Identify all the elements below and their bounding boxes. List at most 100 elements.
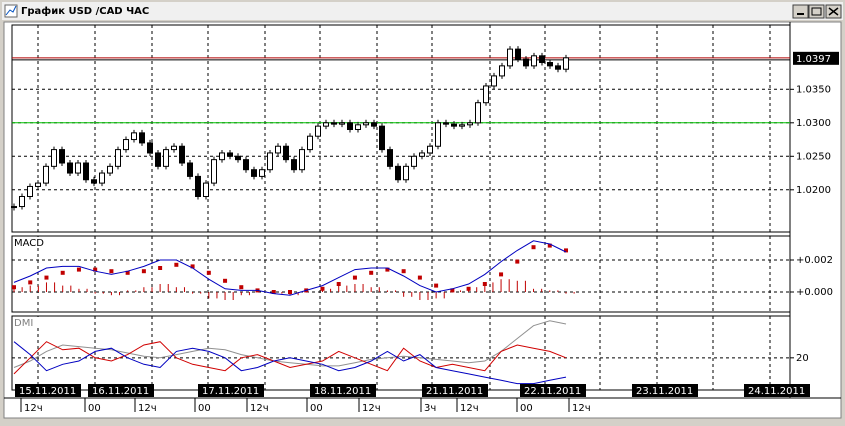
candle <box>35 182 41 187</box>
signal-dot <box>239 285 244 290</box>
candle <box>387 149 393 167</box>
candle <box>155 152 161 167</box>
candle <box>411 155 417 167</box>
hour-label: 00 <box>198 403 211 414</box>
candle <box>563 57 569 70</box>
indicator-line <box>13 240 567 296</box>
y-tick-label: 1.0200 <box>796 185 831 196</box>
candle <box>123 139 129 151</box>
candle <box>363 122 369 126</box>
candle <box>75 162 81 174</box>
candle <box>179 145 185 164</box>
panel-frame <box>11 24 791 233</box>
candle <box>355 124 361 131</box>
indicator-line <box>13 341 567 385</box>
candle <box>491 75 497 87</box>
candle <box>419 152 425 157</box>
signal-dot <box>223 278 228 283</box>
hour-label: 00 <box>88 403 101 414</box>
close-icon <box>828 7 839 16</box>
candle <box>219 152 225 161</box>
candle <box>251 169 257 177</box>
candle <box>443 122 449 125</box>
maximize-button[interactable] <box>808 4 825 19</box>
candle <box>211 159 217 184</box>
candle <box>523 58 529 67</box>
signal-dot <box>369 270 374 275</box>
candle <box>403 165 409 181</box>
candle <box>243 159 249 171</box>
candle <box>139 132 145 144</box>
panel-name: DMI <box>14 318 33 329</box>
date-box <box>310 384 376 397</box>
candle <box>163 149 169 167</box>
window-buttons[interactable] <box>792 4 842 19</box>
candle <box>283 145 289 161</box>
candle <box>555 65 561 70</box>
date-label: 22.11.2011 <box>524 386 581 397</box>
candle <box>515 48 521 60</box>
signal-dot <box>206 270 211 275</box>
date-label: 24.11.2011 <box>748 386 805 397</box>
signal-dot <box>336 282 341 286</box>
hour-label: 00 <box>520 403 533 414</box>
candle <box>59 149 65 164</box>
date-label: 23.11.2011 <box>636 386 693 397</box>
candle <box>323 122 329 127</box>
candle <box>459 124 465 127</box>
candle <box>539 55 545 64</box>
signal-dot <box>190 264 195 269</box>
candle <box>19 195 25 208</box>
signal-dot <box>174 262 179 267</box>
candle <box>347 122 353 131</box>
hour-label: 00 <box>310 403 323 414</box>
candle <box>451 123 457 127</box>
candle <box>475 102 481 124</box>
signal-dot <box>320 286 325 291</box>
panel-name-bg <box>13 237 47 248</box>
candle <box>107 165 113 174</box>
candle <box>83 162 89 181</box>
signal-dot <box>271 290 276 294</box>
minimize-button[interactable] <box>792 4 809 19</box>
candle <box>547 62 553 67</box>
candle <box>235 155 241 161</box>
date-box <box>422 384 488 397</box>
signal-dot <box>158 266 163 270</box>
signal-dot <box>385 267 390 272</box>
candle <box>531 55 537 67</box>
candle <box>427 145 433 154</box>
signal-dot <box>547 243 552 248</box>
signal-dot <box>12 285 16 290</box>
candle <box>11 206 17 209</box>
candle <box>203 182 209 197</box>
hour-label: 3ч <box>424 403 436 414</box>
candle <box>131 132 137 141</box>
signal-dot <box>288 290 292 294</box>
candle <box>259 169 265 177</box>
candle <box>499 65 505 77</box>
title-bar <box>2 2 843 20</box>
panel-name-bg <box>13 317 47 328</box>
candle <box>315 125 321 137</box>
hour-label: 12ч <box>572 403 591 414</box>
candle <box>299 149 305 171</box>
candle <box>171 145 177 151</box>
date-box <box>632 384 698 397</box>
candle <box>27 185 33 197</box>
candle <box>115 149 121 167</box>
hour-label: 12ч <box>362 403 381 414</box>
candle <box>267 152 273 171</box>
signal-dot <box>401 269 406 274</box>
candle <box>331 122 337 125</box>
signal-dot <box>125 270 130 275</box>
signal-dot <box>434 283 439 288</box>
candle <box>43 165 49 184</box>
signal-dot <box>352 275 357 280</box>
price-label-bg <box>793 51 839 65</box>
candle <box>395 165 401 181</box>
hour-label: 12ч <box>460 403 479 414</box>
panel-frame <box>11 315 791 391</box>
date-box <box>520 384 586 397</box>
